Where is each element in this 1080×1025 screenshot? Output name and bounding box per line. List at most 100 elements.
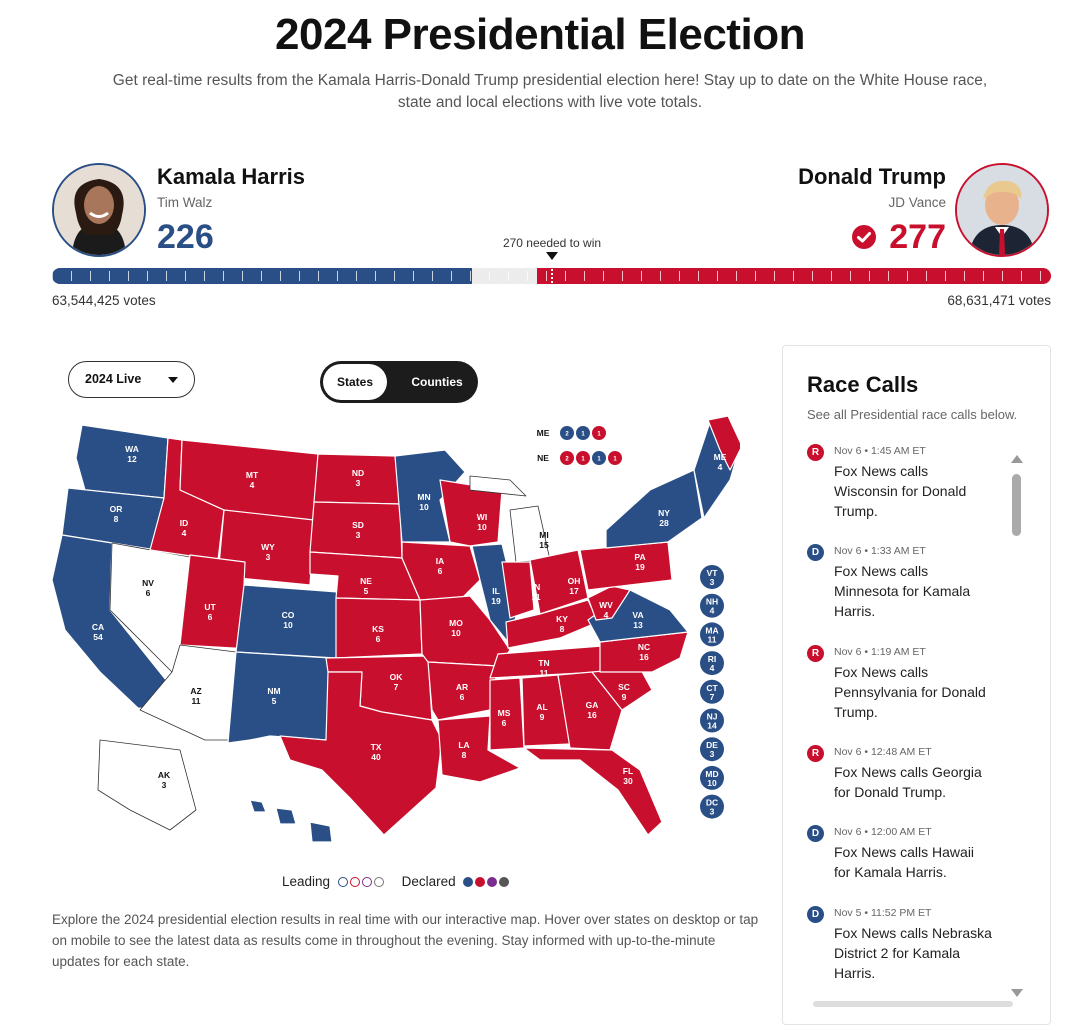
state-nm[interactable] <box>227 651 331 744</box>
state-ev-wy: 3 <box>266 552 271 562</box>
state-ev-al: 9 <box>540 712 545 722</box>
state-ev-ca: 54 <box>93 632 103 642</box>
race-call-time: Nov 6 • 12:48 AM ET <box>834 746 932 758</box>
district-dot[interactable] <box>576 426 590 440</box>
democrat-badge-icon: D <box>807 825 824 842</box>
district-dot[interactable] <box>576 451 590 465</box>
state-me[interactable] <box>707 415 740 471</box>
race-call-text: Fox News calls Minnesota for Kamala Harr… <box>834 563 971 619</box>
page-title: 2024 Presidential Election <box>275 10 805 59</box>
state-ev-id: 4 <box>182 528 187 538</box>
district-dot[interactable] <box>560 426 574 440</box>
year-dropdown[interactable]: 2024 Live <box>68 361 195 398</box>
small-state-vt[interactable]: VT3 <box>700 565 724 589</box>
race-call-time: Nov 5 • 11:52 PM ET <box>834 907 932 919</box>
state-ev-sd: 3 <box>356 530 361 540</box>
state-az[interactable] <box>139 644 237 741</box>
chevron-down-icon <box>168 377 178 383</box>
state-ev-nv: 6 <box>146 588 151 598</box>
district-group-label-me: ME <box>537 428 550 438</box>
state-hi[interactable] <box>249 799 333 843</box>
republican-badge-icon: R <box>807 745 824 762</box>
state-ev-tx: 40 <box>371 752 381 762</box>
harris-name: Kamala Harris <box>157 164 305 189</box>
small-state-ev: 10 <box>707 778 717 788</box>
small-state-ri[interactable]: RI4 <box>700 651 724 676</box>
state-ev-ny: 28 <box>659 518 669 528</box>
trump-electoral-votes: 277 <box>889 218 946 256</box>
state-label-ca: CA <box>92 622 104 632</box>
state-ev-tn: 11 <box>540 668 549 678</box>
state-in[interactable] <box>501 561 535 619</box>
state-label-tx: TX <box>371 742 382 752</box>
state-ev-fl: 30 <box>623 776 633 786</box>
year-dropdown-value: 2024 Live <box>85 372 142 386</box>
state-ev-nc: 16 <box>639 652 649 662</box>
map-legend: Leading Declared <box>282 874 510 889</box>
state-pa[interactable] <box>579 541 673 591</box>
state-label-la: LA <box>458 740 469 750</box>
trump-name: Donald Trump <box>798 164 946 189</box>
legend-leading-none <box>373 877 384 887</box>
state-ev-ak: 3 <box>162 780 167 790</box>
race-call-time: Nov 6 • 1:33 AM ET <box>834 545 926 557</box>
state-label-ia: IA <box>436 556 445 566</box>
race-call-time: Nov 6 • 12:00 AM ET <box>834 826 932 838</box>
small-state-circle <box>700 565 724 589</box>
view-toggle[interactable]: States Counties <box>320 361 478 403</box>
state-label-il: IL <box>492 586 500 596</box>
toggle-states[interactable]: States <box>323 364 387 400</box>
small-state-ct[interactable]: CT7 <box>700 679 724 704</box>
small-state-circle <box>700 622 724 647</box>
democrat-badge-icon: D <box>807 544 824 561</box>
state-ev-in: 11 <box>532 592 541 602</box>
state-ev-il: 19 <box>491 596 501 606</box>
state-ev-sc: 9 <box>622 692 627 702</box>
toggle-counties[interactable]: Counties <box>411 375 463 389</box>
small-state-ev: 3 <box>710 577 715 587</box>
state-ev-mo: 10 <box>451 628 461 638</box>
small-state-label: CT <box>706 683 718 693</box>
small-state-circle <box>700 679 724 704</box>
district-dot[interactable] <box>592 451 606 465</box>
district-dot-value: 1 <box>581 457 585 463</box>
district-dot[interactable] <box>608 451 622 465</box>
district-dot[interactable] <box>560 451 574 465</box>
small-state-dc[interactable]: DC3 <box>700 794 724 819</box>
scroll-down-icon[interactable] <box>1011 989 1023 997</box>
state-ev-me: 4 <box>718 462 723 472</box>
trump-popular-votes: 68,631,471 votes <box>947 293 1051 308</box>
small-state-nh[interactable]: NH4 <box>700 593 724 618</box>
state-wa[interactable] <box>75 424 169 499</box>
small-state-label: MD <box>705 769 718 779</box>
district-dot-value: 2 <box>565 432 569 438</box>
scrollbar-thumb[interactable] <box>1012 474 1021 536</box>
state-ev-ia: 6 <box>438 566 443 576</box>
state-label-ne: NE <box>360 576 372 586</box>
state-ak[interactable] <box>97 739 197 831</box>
state-ev-mt: 4 <box>250 480 255 490</box>
scroll-up-icon[interactable] <box>1011 455 1023 463</box>
small-state-circle <box>700 708 724 733</box>
state-label-ut: UT <box>204 602 216 612</box>
state-fl[interactable] <box>523 747 663 836</box>
state-label-co: CO <box>282 610 295 620</box>
state-ny[interactable] <box>605 469 703 549</box>
legend-leading-rep <box>349 877 360 887</box>
small-state-de[interactable]: DE3 <box>700 737 724 762</box>
state-tx[interactable] <box>279 671 443 836</box>
state-label-mt: MT <box>246 470 259 480</box>
democrat-badge-icon: D <box>807 906 824 923</box>
small-state-circle <box>700 765 724 790</box>
race-call-time: Nov 6 • 1:19 AM ET <box>834 646 926 658</box>
map-explanation: Explore the 2024 presidential election r… <box>52 912 759 969</box>
state-ga[interactable] <box>557 671 623 751</box>
us-election-map[interactable]: WA12OR8CA54NV6ID4MT4WY3UT6AZ11CO10NM5ND3… <box>40 410 740 855</box>
state-ar[interactable] <box>427 661 499 721</box>
trump-avatar <box>955 163 1049 257</box>
race-call-text: Fox News calls Nebraska District 2 for K… <box>834 925 992 981</box>
district-dot[interactable] <box>592 426 606 440</box>
